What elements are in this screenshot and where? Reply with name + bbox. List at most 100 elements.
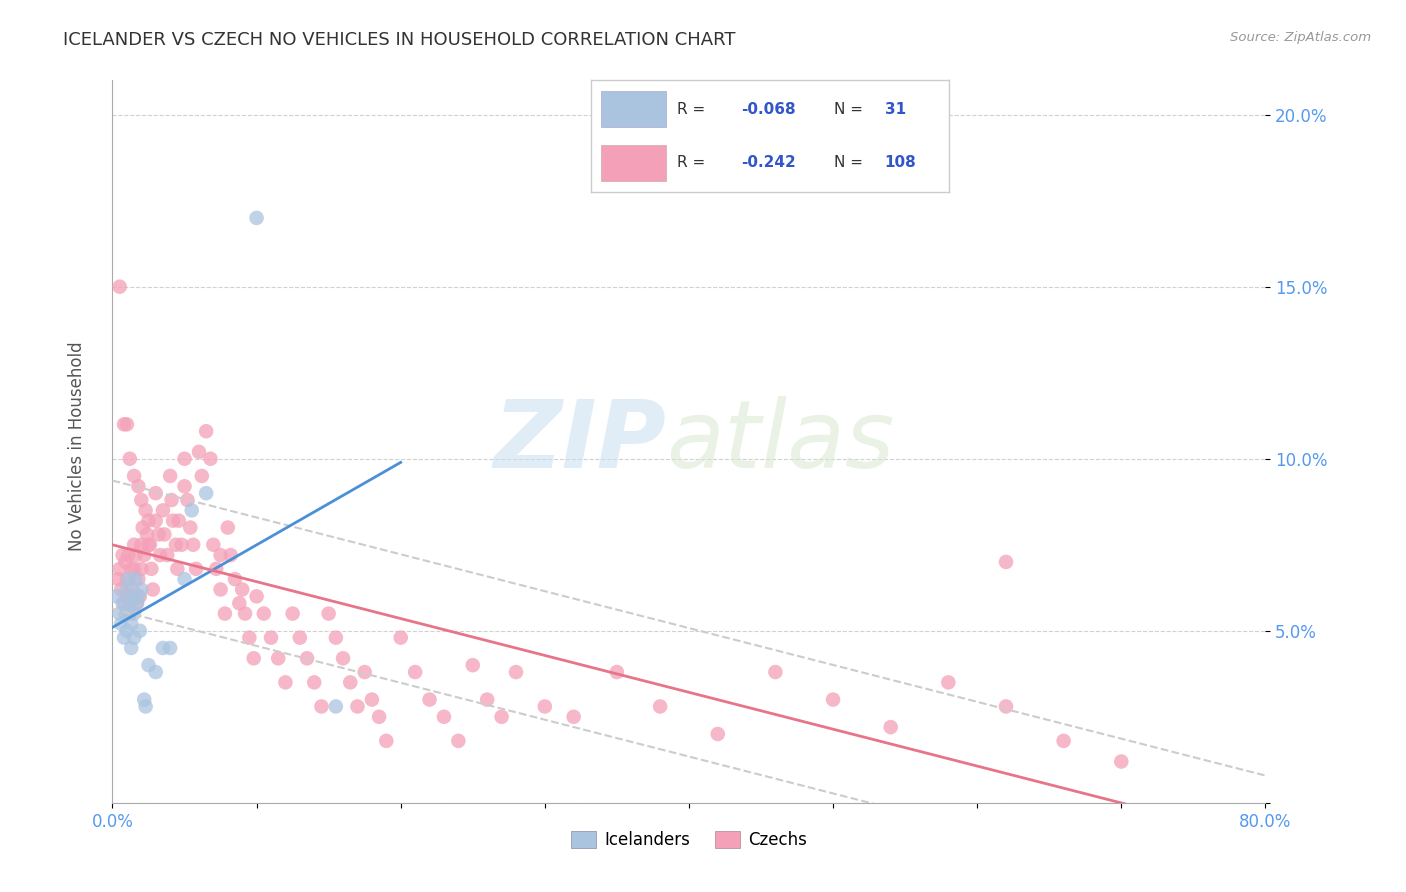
Point [141,562,163,576]
Point [153,527,176,541]
Point [246,590,269,604]
Point [108,607,131,621]
Text: -0.242: -0.242 [741,155,796,170]
Point [112,596,135,610]
Point [274,675,297,690]
Point [111,596,134,610]
Point [184,562,207,576]
Point [115,582,138,597]
Point [134,692,156,706]
Point [115,624,138,638]
Point [404,665,426,679]
Text: N =: N = [834,102,863,117]
Point [447,734,470,748]
Point [120,640,142,655]
Point [375,734,398,748]
Point [160,493,183,508]
Point [170,538,193,552]
Point [128,590,150,604]
Point [122,538,145,552]
Point [121,590,143,604]
Point [115,417,138,432]
Point [114,607,136,621]
Point [105,590,128,604]
Point [491,710,513,724]
Point [145,514,167,528]
Point [115,572,138,586]
Point [128,624,150,638]
Point [880,720,903,734]
Point [332,651,354,665]
Point [195,486,218,500]
Point [205,562,228,576]
Point [127,590,149,604]
Point [368,710,391,724]
Point [129,493,153,508]
Point [156,548,179,562]
Text: 108: 108 [884,155,917,170]
Point [122,562,145,576]
Point [195,424,218,438]
Point [134,548,156,562]
Point [152,640,174,655]
Point [118,596,141,610]
Point [122,469,145,483]
Point [707,727,730,741]
Point [821,692,844,706]
Bar [602,145,666,180]
Point [159,469,181,483]
Point [118,607,141,621]
Point [115,590,138,604]
Point [995,699,1018,714]
Point [114,555,136,569]
Point [325,699,347,714]
Point [228,596,250,610]
Point [461,658,484,673]
Text: ZIP: ZIP [494,395,666,488]
Point [325,631,347,645]
Point [505,665,527,679]
Point [209,548,232,562]
Point [159,640,181,655]
Point [765,665,787,679]
Legend: Icelanders, Czechs: Icelanders, Czechs [564,824,814,856]
Point [650,699,672,714]
Bar [602,92,666,128]
Point [120,562,142,576]
Point [138,538,160,552]
Point [1053,734,1076,748]
Point [246,211,269,225]
Point [219,548,242,562]
Point [110,582,132,597]
Point [606,665,628,679]
Text: atlas: atlas [666,396,894,487]
Text: -0.068: -0.068 [741,102,796,117]
Point [148,527,170,541]
Point [267,651,290,665]
Point [179,520,201,534]
Point [136,527,159,541]
Point [108,279,131,293]
Text: ICELANDER VS CZECH NO VEHICLES IN HOUSEHOLD CORRELATION CHART: ICELANDER VS CZECH NO VEHICLES IN HOUSEH… [63,31,735,49]
Point [233,607,256,621]
Point [281,607,304,621]
Point [149,548,172,562]
Point [214,607,236,621]
Point [167,514,190,528]
Point [129,562,153,576]
Point [120,616,142,631]
Point [191,469,214,483]
Point [139,538,162,552]
Point [419,692,441,706]
Point [260,631,283,645]
Point [995,555,1018,569]
Point [318,607,340,621]
Point [936,675,959,690]
Point [107,572,129,586]
Point [173,572,195,586]
Point [127,572,149,586]
Point [110,616,132,631]
Point [111,548,134,562]
Point [188,445,211,459]
Point [242,651,264,665]
